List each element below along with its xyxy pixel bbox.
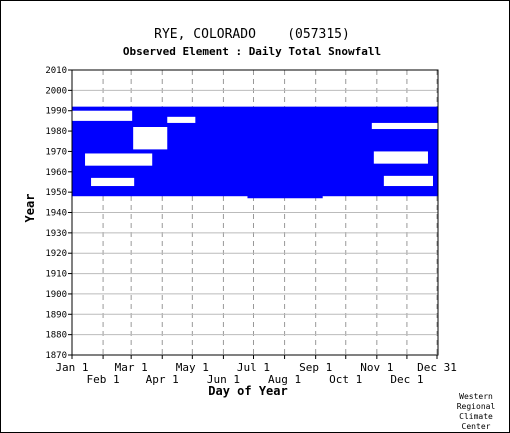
y-tick-label-1930: 1930 [45,229,67,239]
y-tick-label-1900: 1900 [45,290,67,300]
y-tick-label-1920: 1920 [45,249,67,259]
y-tick-label-2000: 2000 [45,86,67,96]
y-tick-label-1980: 1980 [45,127,67,137]
coverage-block-1 [247,192,323,199]
gap-block-5 [371,122,438,130]
credit-line-0: Western [459,392,493,401]
chart-subtitle: Observed Element : Daily Total Snowfall [123,45,381,58]
gap-block-6 [373,151,428,164]
x-tick-label-top-2: May 1 [176,361,209,374]
y-tick-label-2010: 2010 [45,66,67,76]
y-tick-label-1870: 1870 [45,351,67,361]
y-tick-label-1880: 1880 [45,331,67,341]
y-tick-label-1910: 1910 [45,270,67,280]
x-tick-label-top-5: Nov 1 [360,361,393,374]
x-tick-label-top-3: Jul 1 [237,361,270,374]
gap-block-7 [383,175,433,187]
y-tick-label-1940: 1940 [45,209,67,219]
gap-block-3 [85,153,153,166]
x-tick-label-top-4: Sep 1 [299,361,332,374]
x-tick-label-bottom-2: Jun 1 [207,373,240,386]
x-tick-label-bottom-4: Oct 1 [329,373,362,386]
y-tick-label-1970: 1970 [45,147,67,157]
x-tick-label-bottom-5: Dec 1 [390,373,423,386]
x-tick-label-top-6: Dec 31 [417,361,457,374]
data-coverage [72,106,438,199]
credit-line-3: Center [462,422,491,431]
x-tick-label-top-1: Mar 1 [115,361,148,374]
y-tick-label-1890: 1890 [45,310,67,320]
credit-line-1: Regional [457,402,496,411]
gap-block-0 [72,110,133,121]
chart-title: RYE, COLORADO (057315) [154,27,350,42]
gap-block-4 [91,177,135,187]
x-tick-label-bottom-3: Aug 1 [268,373,301,386]
x-axis-label: Day of Year [208,384,287,398]
credit-line-2: Climate [459,412,493,421]
x-tick-label-bottom-1: Apr 1 [146,373,179,386]
axis-ticks: 1870 1880 1890 1900 1910 1920 1930 1940 1950 1960… [45,66,457,386]
x-tick-label-bottom-0: Feb 1 [87,373,120,386]
y-axis-label: Year [23,194,37,223]
gap-block-1 [167,116,196,123]
x-tick-label-top-0: Jan 1 [55,361,88,374]
gap-block-2 [133,127,168,150]
y-tick-label-1950: 1950 [45,188,67,198]
y-tick-label-1990: 1990 [45,107,67,117]
y-tick-label-1960: 1960 [45,168,67,178]
